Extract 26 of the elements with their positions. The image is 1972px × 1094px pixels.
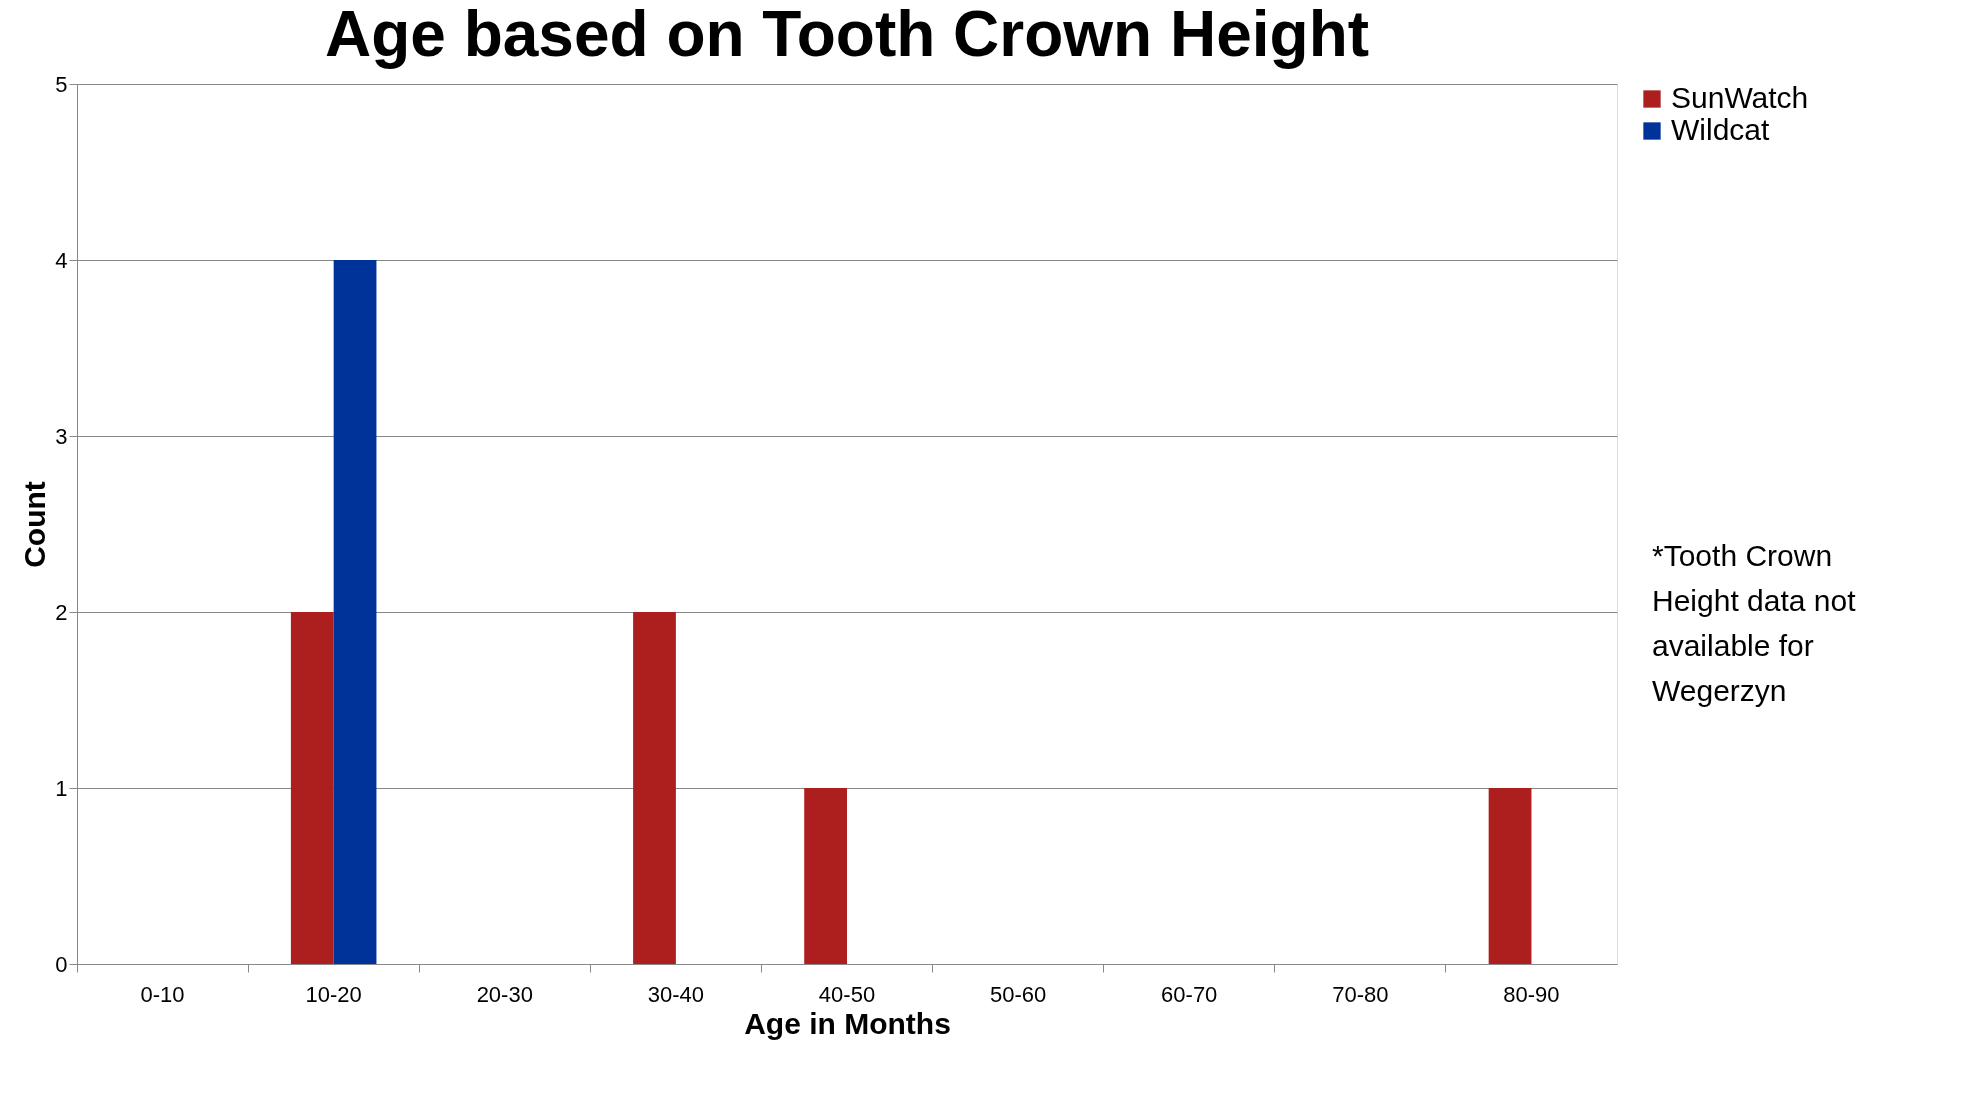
- y-tick-label: 0: [55, 951, 68, 977]
- bar: [633, 612, 676, 964]
- x-tick-label: 0-10: [140, 981, 185, 1007]
- x-tick-label: 70-80: [1332, 981, 1389, 1007]
- y-tick-label: 3: [55, 423, 68, 449]
- legend-label: SunWatch: [1671, 81, 1809, 114]
- bar: [290, 612, 334, 964]
- x-tick-label: 50-60: [989, 981, 1047, 1007]
- x-tick-label: 30-40: [647, 981, 705, 1007]
- y-tick-label: 1: [55, 775, 68, 801]
- x-tick-label: 80-90: [1503, 981, 1560, 1007]
- y-axis-title: Count: [18, 481, 52, 568]
- x-axis-title: Age in Months: [744, 1006, 951, 1040]
- text: *Tooth Crown Height data not available for Wegerzyn: [1652, 538, 1857, 707]
- y-tick-label: 2: [55, 599, 68, 625]
- x-tick-label: 40-50: [818, 981, 876, 1007]
- y-tick-label: 5: [55, 71, 68, 97]
- legend-label: Wildcat: [1671, 113, 1771, 146]
- bar: [1488, 788, 1532, 964]
- bar: [804, 788, 847, 964]
- x-tick-label: 20-30: [476, 981, 533, 1007]
- x-tick-label: 60-70: [1161, 981, 1218, 1007]
- bar: [333, 260, 377, 964]
- chart-title: Age based on Tooth Crown Height: [324, 0, 1370, 70]
- y-tick-label: 4: [55, 247, 68, 273]
- x-tick-label: 10-20: [305, 981, 362, 1007]
